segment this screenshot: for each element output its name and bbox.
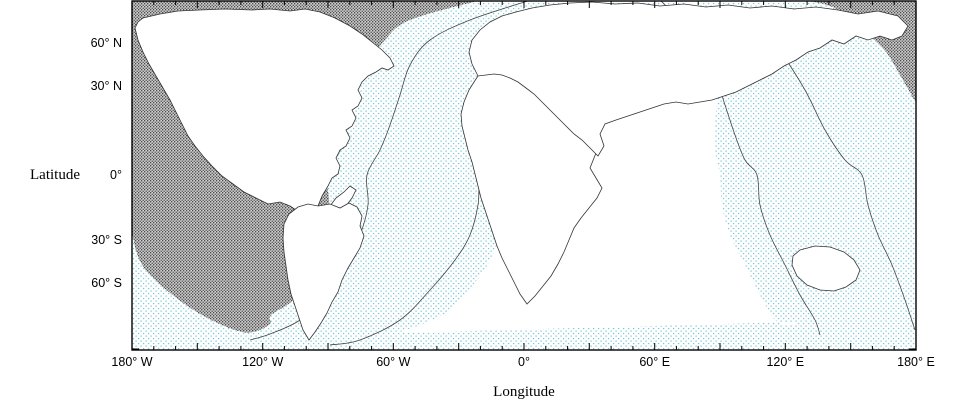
svg-text:30° S: 30° S (91, 233, 122, 247)
svg-text:120° W: 120° W (242, 355, 283, 369)
svg-text:0°: 0° (110, 168, 122, 182)
svg-text:Longitude: Longitude (493, 384, 555, 400)
svg-text:Latitude: Latitude (30, 167, 80, 183)
svg-text:60° S: 60° S (91, 276, 122, 290)
svg-text:180° W: 180° W (111, 355, 152, 369)
svg-text:60° N: 60° N (91, 36, 122, 50)
svg-text:30° N: 30° N (91, 79, 122, 93)
svg-text:120° E: 120° E (766, 355, 804, 369)
svg-text:0°: 0° (518, 355, 530, 369)
svg-text:180° E: 180° E (897, 355, 935, 369)
svg-text:60° W: 60° W (376, 355, 410, 369)
svg-text:60° E: 60° E (639, 355, 670, 369)
